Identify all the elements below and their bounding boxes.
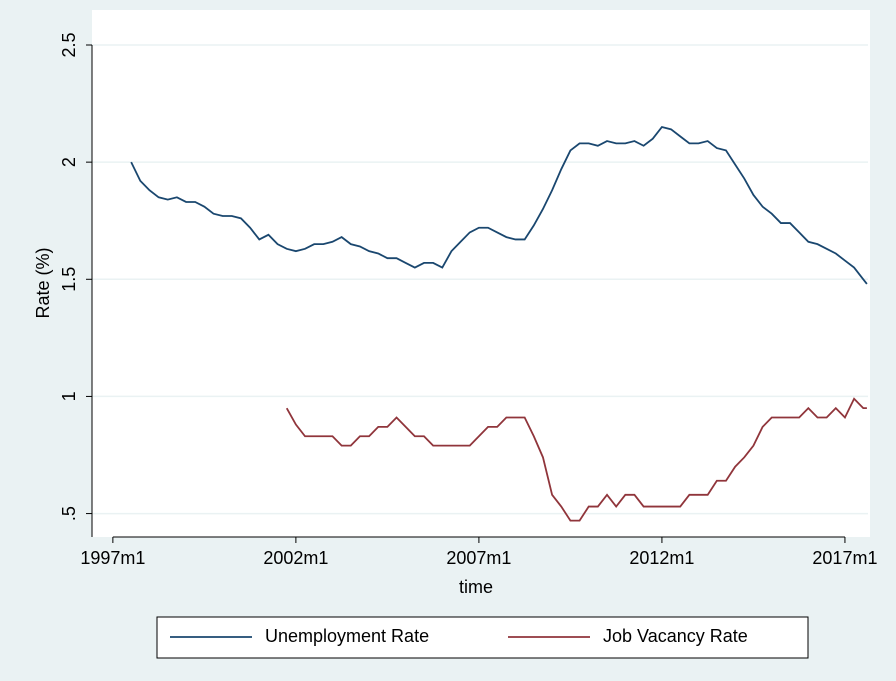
x-axis-title: time bbox=[459, 577, 493, 597]
y-tick-label: 1 bbox=[59, 391, 79, 401]
y-tick-label: 2 bbox=[59, 157, 79, 167]
x-tick-label: 2002m1 bbox=[263, 548, 328, 568]
chart-layer: .5 1 1.5 2 2.5 1997m1 2002m1 2007m1 2012m1 2017m1… bbox=[59, 32, 878, 645]
y-tick-label: 1.5 bbox=[59, 267, 79, 292]
series-line bbox=[285, 397, 867, 522]
plot-area bbox=[92, 10, 870, 537]
series-line bbox=[130, 125, 868, 285]
x-tick-label: 2017m1 bbox=[812, 548, 877, 568]
y-tick-label: .5 bbox=[59, 506, 79, 521]
y-tick-label: 2.5 bbox=[59, 32, 79, 57]
legend-label: Job Vacancy Rate bbox=[603, 626, 748, 646]
x-tick-label: 1997m1 bbox=[80, 548, 145, 568]
x-tick-label: 2012m1 bbox=[629, 548, 694, 568]
x-tick-label: 2007m1 bbox=[446, 548, 511, 568]
legend-label: Unemployment Rate bbox=[265, 626, 429, 646]
legend bbox=[156, 616, 809, 659]
y-axis-title: Rate (%) bbox=[33, 247, 53, 318]
